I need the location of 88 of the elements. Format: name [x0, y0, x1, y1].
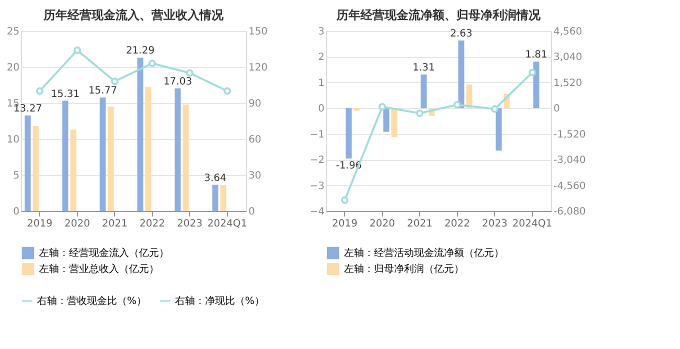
data-label: 3.64: [204, 172, 226, 184]
point: [111, 78, 118, 86]
y2-tick-label: 1,520: [554, 78, 582, 89]
y-tick-label: 2: [318, 52, 324, 64]
point: [491, 105, 498, 113]
bar: [346, 108, 352, 159]
point: [416, 109, 424, 117]
bar: [145, 87, 152, 211]
x-tick-label: 2022: [444, 218, 470, 230]
y2-tick-label: 120: [248, 62, 268, 74]
legend-label: 左轴：归母净利润（亿元）: [344, 263, 464, 275]
data-label: 21.29: [126, 46, 155, 57]
legend-label: 左轴：经营活动现金流净额（亿元）: [344, 247, 504, 259]
bar: [458, 40, 464, 108]
x-tick-label: 2021: [407, 218, 432, 230]
y-tick-label: 25: [6, 26, 20, 38]
point: [528, 68, 536, 76]
point: [224, 87, 231, 95]
x-tick-label: 2024Q1: [512, 218, 552, 230]
bar: [420, 74, 427, 108]
y-tick-label: 1: [318, 78, 324, 89]
y-tick-label: 10: [6, 134, 20, 146]
x-tick-label: 2019: [27, 218, 52, 230]
point: [454, 101, 461, 108]
y2-tick-label: -4,560: [554, 180, 586, 192]
bar: [100, 97, 106, 211]
data-label: 2.63: [450, 28, 472, 40]
bar: [466, 84, 472, 108]
data-label: 15.31: [50, 88, 80, 100]
y2-tick-label: -1,520: [554, 129, 586, 140]
y-tick-label: −1: [310, 129, 324, 140]
data-label: 1.31: [412, 62, 435, 74]
y-tick-label: 20: [6, 62, 20, 74]
point: [341, 196, 348, 204]
bar: [496, 108, 502, 151]
bar: [32, 126, 39, 211]
y-tick-label: 0: [318, 104, 324, 115]
bar: [70, 130, 76, 211]
y-tick-label: −2: [310, 155, 324, 166]
legend-label: 左轴：营业总收入（亿元）: [39, 263, 159, 275]
y2-tick-label: 30: [248, 170, 262, 182]
bar: [62, 100, 68, 211]
y-tick-label: −4: [310, 206, 324, 218]
bar: [391, 108, 398, 137]
y2-tick-label: 0: [248, 206, 255, 218]
y2-tick-label: -3,040: [554, 155, 586, 166]
y2-tick-label: 3,040: [554, 52, 582, 64]
bar: [174, 88, 181, 211]
point: [148, 60, 156, 68]
y-tick-label: −3: [310, 180, 324, 192]
bar: [108, 106, 114, 211]
x-tick-label: 2023: [482, 218, 508, 230]
legend-label: 右轴：净现比（%）: [175, 295, 265, 307]
data-label: 17.03: [163, 76, 192, 88]
x-tick-label: 2021: [102, 218, 128, 230]
x-tick-label: 2020: [64, 218, 90, 230]
bar: [182, 104, 189, 211]
chart-title: 历年经营现金流入、营业收入情况: [42, 8, 224, 22]
bar: [354, 108, 360, 111]
bar: [383, 108, 390, 132]
point: [186, 69, 194, 77]
x-tick-label: 2019: [332, 218, 358, 230]
data-label: 1.81: [525, 50, 548, 61]
bar: [220, 185, 226, 211]
bar: [24, 115, 31, 211]
y2-tick-label: -6,080: [554, 206, 586, 218]
chart-title: 历年经营现金流净额、归母净利润情况: [336, 8, 542, 22]
y2-tick-label: 90: [248, 98, 262, 110]
bar: [212, 184, 218, 211]
point: [378, 103, 386, 111]
legend-label: 左轴：经营现金流入（亿元）: [39, 247, 169, 259]
y-tick-label: 3: [318, 26, 324, 38]
y2-tick-label: 60: [248, 134, 262, 146]
x-tick-label: 2024Q1: [207, 218, 248, 230]
bar: [137, 58, 144, 211]
y-tick-label: 0: [13, 206, 20, 218]
data-label: 15.77: [88, 85, 118, 96]
y2-tick-label: 4,560: [554, 26, 582, 38]
y2-tick-label: 0: [554, 104, 560, 115]
point: [74, 46, 81, 54]
x-tick-label: 2020: [370, 218, 395, 230]
x-tick-label: 2023: [177, 218, 202, 230]
legend-label: 右轴：营收现金比（%）: [37, 295, 147, 307]
y-tick-label: 5: [13, 170, 20, 182]
point: [36, 87, 44, 95]
bar: [533, 62, 540, 108]
y2-tick-label: 150: [248, 26, 268, 38]
x-tick-label: 2022: [140, 218, 165, 230]
